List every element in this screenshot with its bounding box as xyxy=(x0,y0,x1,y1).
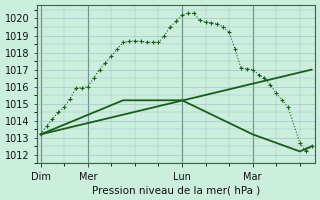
X-axis label: Pression niveau de la mer( hPa ): Pression niveau de la mer( hPa ) xyxy=(92,185,260,195)
